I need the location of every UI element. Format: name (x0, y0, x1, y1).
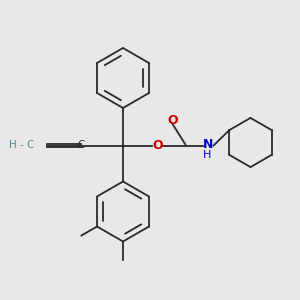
Text: H - C: H - C (9, 140, 34, 151)
Text: N: N (203, 137, 214, 151)
Text: H: H (203, 150, 211, 161)
Text: C: C (77, 140, 85, 151)
Text: O: O (167, 113, 178, 127)
Text: O: O (152, 139, 163, 152)
